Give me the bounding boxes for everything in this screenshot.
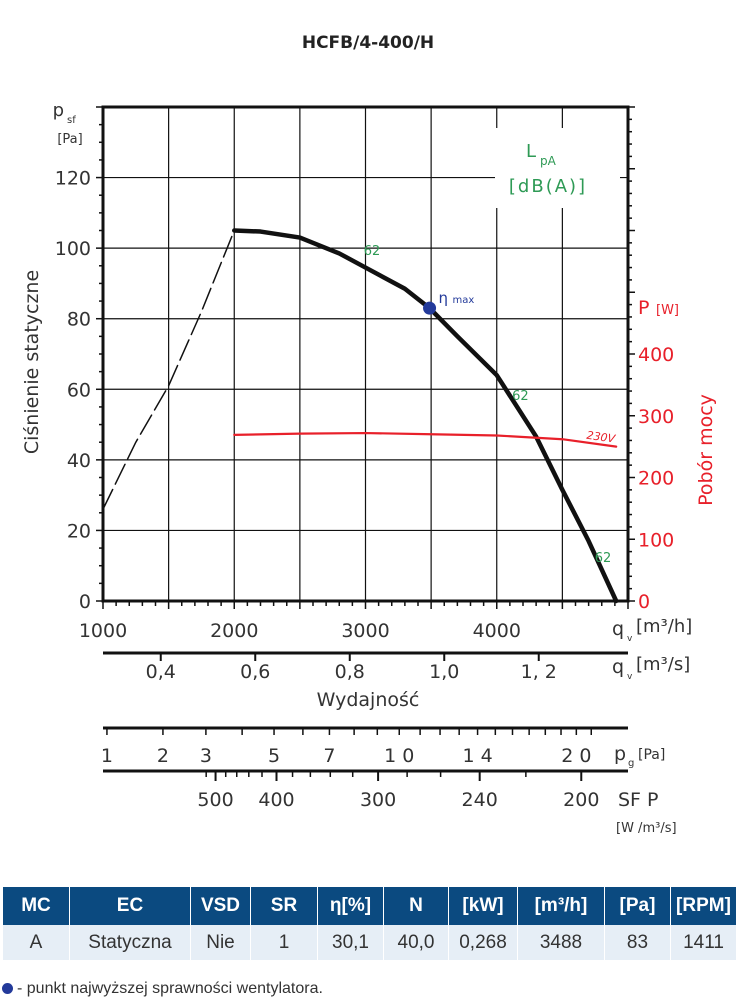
y2-axis-title: Pobór mocy <box>695 394 717 506</box>
note-text: - punkt najwyższej sprawności wentylator… <box>17 980 323 997</box>
x-tick-label: 4000 <box>473 620 521 642</box>
y-tick-label: 120 <box>55 168 91 190</box>
y-unit-sub: sf <box>67 115 76 126</box>
sfp-tick-label: 240 <box>462 789 498 811</box>
pg-tick-label: 5 <box>268 745 280 767</box>
legend-unit: [dB(A)] <box>509 176 587 197</box>
y-tick-label: 80 <box>67 309 91 331</box>
y-axis-title: Ciśnienie statyczne <box>21 270 43 454</box>
y-tick-label: 40 <box>67 450 91 472</box>
y2-tick-label: 100 <box>638 529 674 551</box>
cell-ec: Statyczna <box>69 925 191 960</box>
header-mc: MC <box>3 887 70 925</box>
cell-m3h: 3488 <box>517 925 605 960</box>
pg-label-sub: g <box>628 758 634 769</box>
pg-tick-label: 1 0 <box>384 745 414 767</box>
series-label: 230V <box>586 429 618 446</box>
legend-title: L <box>526 141 536 162</box>
sound-level-label: 62 <box>512 389 529 404</box>
cell-pa: 83 <box>604 925 671 960</box>
legend-box <box>495 128 620 208</box>
pg-tick-label: 1 4 <box>462 745 492 767</box>
sfp-tick-label: 300 <box>360 789 396 811</box>
y-tick-label: 100 <box>55 238 91 260</box>
legend-note: - punkt najwyższej sprawności wentylator… <box>2 980 323 998</box>
x-unit-s: [m³/s] <box>636 654 690 675</box>
y-tick-label: 0 <box>79 591 91 613</box>
y2-tick-label: 300 <box>638 406 674 428</box>
header-sr: SR <box>250 887 318 925</box>
sound-level-label: 62 <box>595 551 612 566</box>
cell-sr: 1 <box>250 925 318 960</box>
x-unit-h-q: q <box>612 618 624 640</box>
sfp-label: SF P <box>618 789 659 811</box>
cell-kw: 0,268 <box>448 925 518 960</box>
pg-tick-label: 2 <box>157 745 169 767</box>
table-row: A Statyczna Nie 1 30,1 40,0 0,268 3488 8… <box>3 925 737 960</box>
y2-tick-label: 400 <box>638 344 674 366</box>
x-s-tick-label: 1,0 <box>429 661 459 683</box>
x-unit-s-sub: v <box>627 672 633 682</box>
pg-tick-label: 7 <box>323 745 335 767</box>
sfp-tick-label: 400 <box>258 789 294 811</box>
eta-point-icon <box>2 983 13 994</box>
y-tick-label: 20 <box>67 520 91 542</box>
pg-tick-label: 1 <box>101 745 113 767</box>
header-kw: [kW] <box>448 887 518 925</box>
pg-label: p <box>614 743 626 765</box>
header-eta: η[%] <box>317 887 384 925</box>
y2-unit2: [W] <box>656 303 679 318</box>
series-line-pressure <box>232 228 619 604</box>
eta-label-sub: max <box>453 295 475 306</box>
header-ec: EC <box>69 887 191 925</box>
header-m3h: [m³/h] <box>517 887 605 925</box>
x-s-tick-label: 0,6 <box>240 661 270 683</box>
y-tick-label: 60 <box>67 379 91 401</box>
x-unit-s-q: q <box>612 656 624 678</box>
x-tick-label: 3000 <box>341 620 389 642</box>
y2-tick-label: 200 <box>638 468 674 490</box>
header-rpm: [RPM] <box>670 887 737 925</box>
header-pa: [Pa] <box>604 887 671 925</box>
x-unit-h: [m³/h] <box>636 616 692 637</box>
pg-tick-label: 2 0 <box>561 745 591 767</box>
x-s-tick-label: 0,4 <box>146 661 176 683</box>
sfp-tick-label: 500 <box>197 789 233 811</box>
header-n: N <box>383 887 449 925</box>
series-line-pressure-unstable <box>102 229 235 511</box>
series-line-230V <box>233 431 618 448</box>
y-unit2: [Pa] <box>57 132 82 147</box>
chart-title: HCFB/4-400/H <box>302 33 434 53</box>
x-s-tick-label: 0,8 <box>335 661 365 683</box>
pg-tick-label: 3 <box>200 745 212 767</box>
cell-n: 40,0 <box>383 925 449 960</box>
header-vsd: VSD <box>190 887 251 925</box>
x-axis-title: Wydajność <box>317 689 420 711</box>
cell-mc: A <box>3 925 70 960</box>
x-s-tick-label: 1, 2 <box>521 661 557 683</box>
x-tick-label: 1000 <box>79 620 127 642</box>
x-unit-h-sub: v <box>627 634 633 644</box>
cell-rpm: 1411 <box>670 925 737 960</box>
y2-tick-label: 0 <box>638 591 650 613</box>
table-header-row: MC EC VSD SR η[%] N [kW] [m³/h] [Pa] [RP… <box>3 887 737 925</box>
eta-label: η <box>439 289 449 307</box>
fan-data-table: MC EC VSD SR η[%] N [kW] [m³/h] [Pa] [RP… <box>3 887 737 960</box>
x-tick-label: 2000 <box>210 620 258 642</box>
fan-curve-chart: HCFB/4-400/HL pA[dB(A)]020406080100120010… <box>21 33 717 836</box>
y-unit: p <box>53 100 64 121</box>
y2-unit: P <box>638 297 649 319</box>
pg-unit: [Pa] <box>638 747 665 763</box>
sfp-unit: [W /m³/s] <box>616 821 677 836</box>
eta-max-point <box>423 301 437 315</box>
legend-sub: pA <box>540 154 557 168</box>
sound-level-label: 62 <box>364 244 381 259</box>
cell-vsd: Nie <box>190 925 251 960</box>
sfp-tick-label: 200 <box>563 789 599 811</box>
cell-eta: 30,1 <box>317 925 384 960</box>
